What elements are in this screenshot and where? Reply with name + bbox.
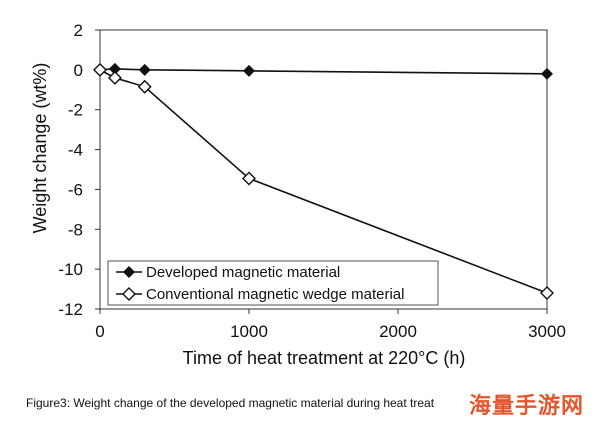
- data-point: [93, 62, 107, 77]
- data-point: [243, 64, 255, 77]
- series-2: [93, 62, 554, 301]
- data-point: [137, 79, 152, 94]
- x-tick-label: 2000: [379, 322, 417, 341]
- data-point: [138, 63, 151, 76]
- y-axis-label: Weight change (wt%): [30, 63, 50, 234]
- y-tick-label: -4: [68, 141, 83, 160]
- series-layer: [93, 62, 554, 301]
- series-line: [99, 68, 548, 75]
- y-tick-label: -6: [68, 180, 83, 199]
- plot-area: [99, 29, 548, 310]
- data-point: [107, 70, 122, 85]
- data-point: [242, 171, 256, 186]
- y-tick-label: -8: [68, 220, 83, 239]
- y-tick-label: 0: [74, 61, 83, 80]
- legend-box: [107, 260, 439, 306]
- y-tick-label: 2: [74, 21, 83, 40]
- x-tick-label: 0: [95, 322, 104, 341]
- y-tick-label: -2: [68, 101, 83, 120]
- legend-marker: [122, 287, 136, 301]
- axes: 2 0 -2 -4 -6 -8 -10 -12 0 1000 2000 3000: [58, 21, 565, 341]
- y-tick-label: -10: [58, 260, 83, 279]
- series-1: [94, 62, 553, 80]
- legend-label: Developed magnetic material: [146, 264, 340, 281]
- x-tick-label: 3000: [528, 322, 566, 341]
- figure-caption: Figure3: Weight change of the developed …: [26, 396, 435, 410]
- y-tick-label: -12: [58, 300, 83, 319]
- series-line: [99, 69, 548, 294]
- x-axis-label: Time of heat treatment at 220°C (h): [183, 348, 466, 368]
- legend-marker: [123, 266, 135, 278]
- legend-label: Conventional magnetic wedge material: [146, 286, 404, 303]
- data-point: [540, 286, 554, 301]
- legend: Developed magnetic material Conventional …: [107, 260, 439, 306]
- watermark-logo: 海量手游网: [466, 388, 586, 420]
- x-tick-label: 1000: [230, 322, 268, 341]
- plot-border: [99, 29, 548, 310]
- data-point: [541, 67, 553, 80]
